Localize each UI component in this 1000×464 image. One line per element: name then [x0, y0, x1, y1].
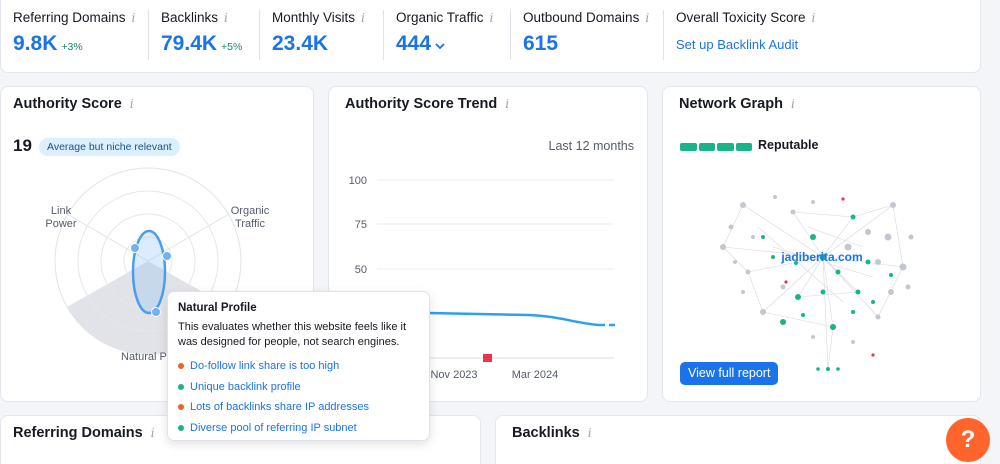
- metric-label: Organic Traffic i: [396, 10, 494, 25]
- metric-value[interactable]: 79.4K +5%: [161, 32, 243, 55]
- metric-label: Overall Toxicity Score i: [676, 10, 816, 25]
- network-graph[interactable]: jadiberita.com: [663, 87, 982, 403]
- tooltip-title: Natural Profile: [178, 302, 257, 314]
- metric-value[interactable]: 23.4K: [272, 32, 329, 55]
- backlinks-card: Backlinks i: [495, 415, 981, 464]
- axis-label-link: Link: [51, 205, 72, 217]
- x-tick-label: Nov 2023: [430, 369, 477, 381]
- status-dot-icon: [178, 363, 184, 370]
- info-icon[interactable]: i: [131, 11, 136, 25]
- view-full-report-button[interactable]: View full report: [680, 362, 779, 385]
- metric-value[interactable]: 9.8K +3%: [13, 32, 83, 55]
- metric-delta: +5%: [221, 41, 243, 53]
- tooltip-item[interactable]: Unique backlink profile: [178, 377, 369, 398]
- chevron-down-icon[interactable]: [435, 38, 445, 53]
- trend-line-chart: 100 75 50 Nov 2023 Mar 2024: [349, 175, 616, 381]
- tooltip-list: Do-follow link share is too high Unique …: [178, 356, 369, 438]
- metric-monthly-visits[interactable]: Monthly Visits i 23.4K: [259, 10, 365, 60]
- network-graph-card: Network Graph i Reputable: [662, 86, 981, 402]
- metric-label: Referring Domains i: [13, 10, 136, 25]
- help-button[interactable]: ?: [946, 418, 990, 462]
- event-flag-icon: [483, 354, 492, 362]
- info-icon[interactable]: i: [811, 11, 816, 25]
- status-dot-icon: [178, 404, 184, 411]
- tooltip-item[interactable]: Do-follow link share is too high: [178, 356, 369, 377]
- card-title: Referring Domains i: [13, 425, 155, 441]
- card-title: Backlinks i: [512, 425, 592, 441]
- status-dot-icon: [178, 383, 184, 390]
- metric-delta: +3%: [61, 41, 83, 53]
- natural-profile-tooltip: Natural Profile This evaluates whether t…: [167, 291, 430, 441]
- axis-label-natural-profile: Natural Pr: [121, 351, 171, 363]
- metric-value[interactable]: 615: [523, 32, 559, 55]
- setup-backlink-audit-link[interactable]: Set up Backlink Audit: [676, 37, 799, 52]
- trend-range-label[interactable]: Last 12 months: [548, 139, 634, 153]
- radar-point-natural-profile: [151, 307, 161, 317]
- info-icon[interactable]: i: [505, 97, 510, 111]
- card-title: Authority Score Trend i: [345, 96, 510, 112]
- metric-label: Monthly Visits i: [272, 10, 365, 25]
- info-icon[interactable]: i: [587, 426, 592, 440]
- authority-score-value: 19: [13, 136, 32, 155]
- info-icon[interactable]: i: [645, 11, 650, 25]
- tooltip-item[interactable]: Diverse pool of referring IP subnet: [178, 418, 369, 439]
- info-icon[interactable]: i: [224, 11, 228, 25]
- tooltip-item[interactable]: Lots of backlinks share IP addresses: [178, 397, 369, 418]
- info-icon[interactable]: i: [361, 11, 365, 25]
- tooltip-description: This evaluates whether this website feel…: [178, 321, 407, 348]
- info-icon[interactable]: i: [129, 97, 134, 111]
- axis-label-traffic: Traffic: [235, 218, 265, 230]
- metric-label: Backlinks i: [161, 10, 228, 25]
- y-tick-label: 50: [355, 264, 367, 276]
- card-title: Network Graph i: [679, 96, 795, 112]
- metric-outbound-domains[interactable]: Outbound Domains i 615: [509, 10, 650, 60]
- authority-badge: Average but niche relevant: [39, 138, 180, 156]
- authority-trend-card: Authority Score Trend i Last 12 months 10…: [328, 86, 648, 402]
- info-icon[interactable]: i: [150, 426, 155, 440]
- radar-point-organic-traffic: [162, 251, 172, 261]
- metric-label: Outbound Domains i: [523, 10, 650, 25]
- info-icon[interactable]: i: [790, 97, 795, 111]
- metrics-bar: Referring Domains i 9.8K +3% Backlinks i 79…: [0, 0, 981, 73]
- card-title: Authority Score i: [13, 96, 134, 112]
- axis-label-organic: Organic: [231, 205, 270, 217]
- reputation-status: Reputable: [758, 138, 819, 152]
- metric-value[interactable]: 444: [396, 32, 493, 56]
- y-tick-label: 75: [355, 219, 367, 231]
- network-domain-label: jadiberita.com: [780, 250, 862, 264]
- x-tick-label: Mar 2024: [512, 369, 558, 381]
- reputation-meter: [680, 143, 752, 151]
- metric-referring-domains[interactable]: Referring Domains i 9.8K +3%: [13, 10, 135, 58]
- radar-point-link-power: [130, 243, 140, 253]
- metric-backlinks[interactable]: Backlinks i 79.4K +5%: [147, 10, 243, 60]
- status-dot-icon: [178, 424, 184, 431]
- info-icon[interactable]: i: [489, 11, 494, 25]
- metric-toxicity-score: Overall Toxicity Score i Set up Backlink …: [662, 10, 816, 60]
- y-tick-label: 100: [349, 175, 367, 187]
- metric-organic-traffic[interactable]: Organic Traffic i 444: [382, 10, 494, 60]
- axis-label-power: Power: [45, 218, 77, 230]
